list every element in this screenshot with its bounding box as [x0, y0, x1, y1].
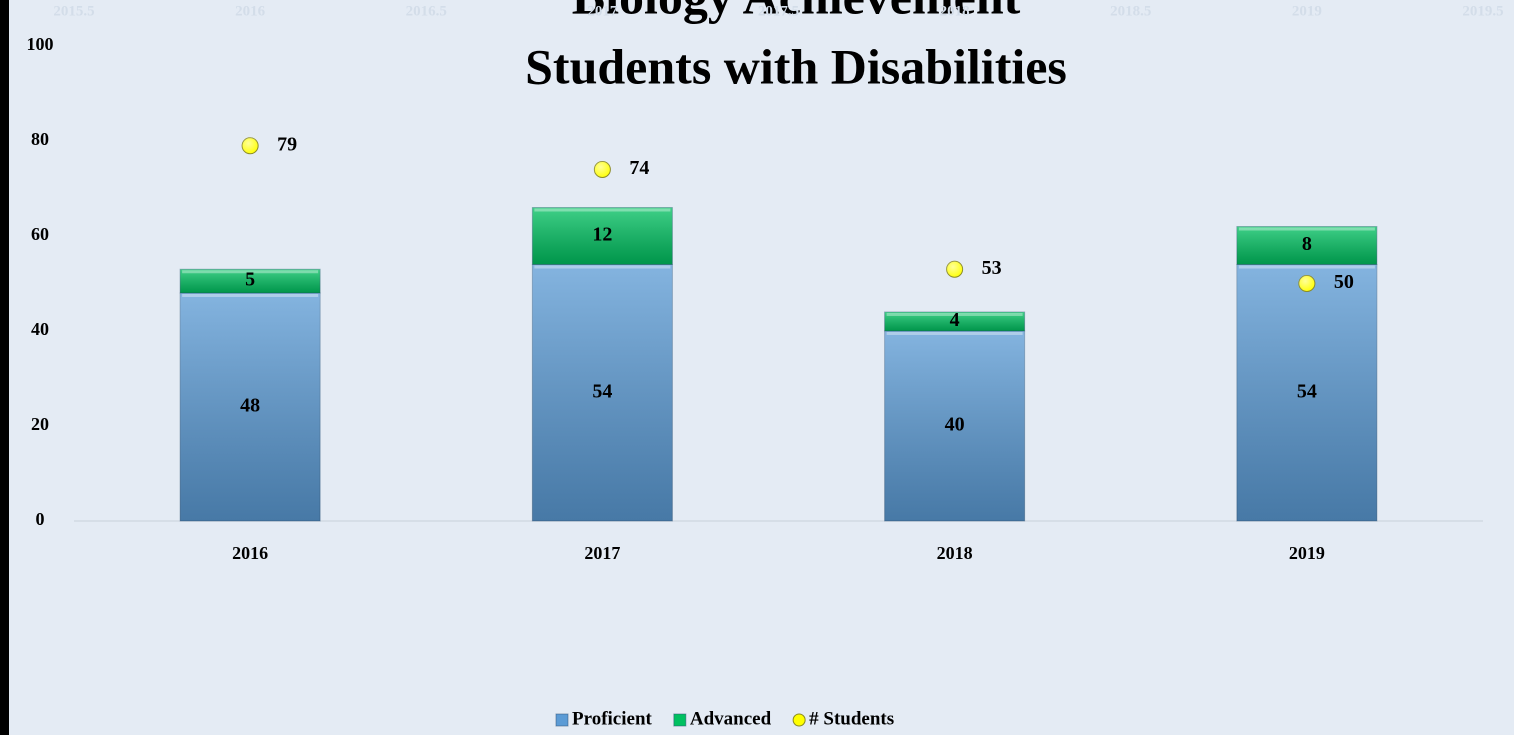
bar-shade	[1236, 264, 1377, 521]
chart-subtitle: Students with Disabilities	[525, 38, 1067, 94]
x-tick-label: 2016	[232, 543, 268, 563]
bar-highlight	[1238, 265, 1375, 269]
legend: Proficient Advanced # Students	[555, 708, 894, 729]
legend-label: Proficient	[572, 708, 653, 729]
bar-label: 5	[245, 269, 255, 291]
bar-label: 40	[945, 414, 965, 436]
scatter-shine	[594, 161, 611, 178]
y-tick-label: 60	[31, 224, 49, 244]
legend-swatch	[673, 713, 687, 727]
x-tick-label: 2018	[937, 543, 973, 563]
bar-label: 54	[592, 380, 612, 402]
x2-tick-label: 2018.5	[1110, 3, 1151, 19]
bar-shade	[532, 207, 673, 265]
x2-tick-label: 2018	[940, 3, 970, 19]
bar-highlight	[886, 332, 1023, 335]
scatter-shine	[1298, 275, 1315, 292]
bar-label: 54	[1297, 380, 1317, 402]
bar-shade	[884, 331, 1025, 521]
bar-shade	[180, 293, 321, 521]
y-tick-label: 20	[31, 414, 49, 434]
legend-label: # Students	[809, 708, 894, 729]
bar-highlight	[182, 270, 319, 274]
bar-highlight	[182, 294, 319, 297]
y-tick-label: 80	[31, 129, 49, 149]
point-label: 53	[982, 257, 1002, 279]
left-border	[0, 0, 9, 735]
bar-highlight	[1238, 227, 1375, 231]
x-tick-label: 2019	[1289, 543, 1325, 563]
point-label: 79	[277, 133, 297, 155]
legend-label: Advanced	[690, 708, 772, 729]
scatter-shine	[946, 261, 963, 278]
legend-swatch	[792, 713, 806, 727]
bar-shade	[532, 264, 673, 521]
y-tick-label: 40	[31, 319, 49, 339]
chart-title: Biology Achievement	[572, 0, 1021, 24]
bar-label: 8	[1302, 233, 1312, 255]
x2-tick-label: 2017.5	[758, 3, 799, 19]
x2-tick-label: 2016.5	[406, 3, 447, 19]
bar-highlight	[534, 208, 671, 212]
point-label: 50	[1334, 271, 1354, 293]
bar-highlight	[886, 313, 1023, 316]
x2-tick-label: 2019.5	[1462, 3, 1503, 19]
bar-shade	[180, 269, 321, 293]
bar-shade	[884, 312, 1025, 331]
x2-tick-label: 2017	[587, 3, 618, 19]
y-tick-label: 100	[27, 34, 54, 54]
point-label: 74	[629, 157, 649, 179]
x2-tick-label: 2015.5	[53, 3, 94, 19]
bar-highlight	[534, 265, 671, 269]
scatter-shine	[242, 137, 259, 154]
bar-label: 48	[240, 395, 260, 417]
bar-shade	[1236, 226, 1377, 265]
y-tick-label: 0	[36, 509, 45, 529]
bar-label: 4	[950, 309, 960, 331]
x2-tick-label: 2016	[235, 3, 266, 19]
bar-label: 12	[592, 224, 612, 246]
legend-swatch	[555, 713, 569, 727]
x2-tick-label: 2019	[1292, 3, 1322, 19]
x-tick-label: 2017	[584, 543, 620, 563]
